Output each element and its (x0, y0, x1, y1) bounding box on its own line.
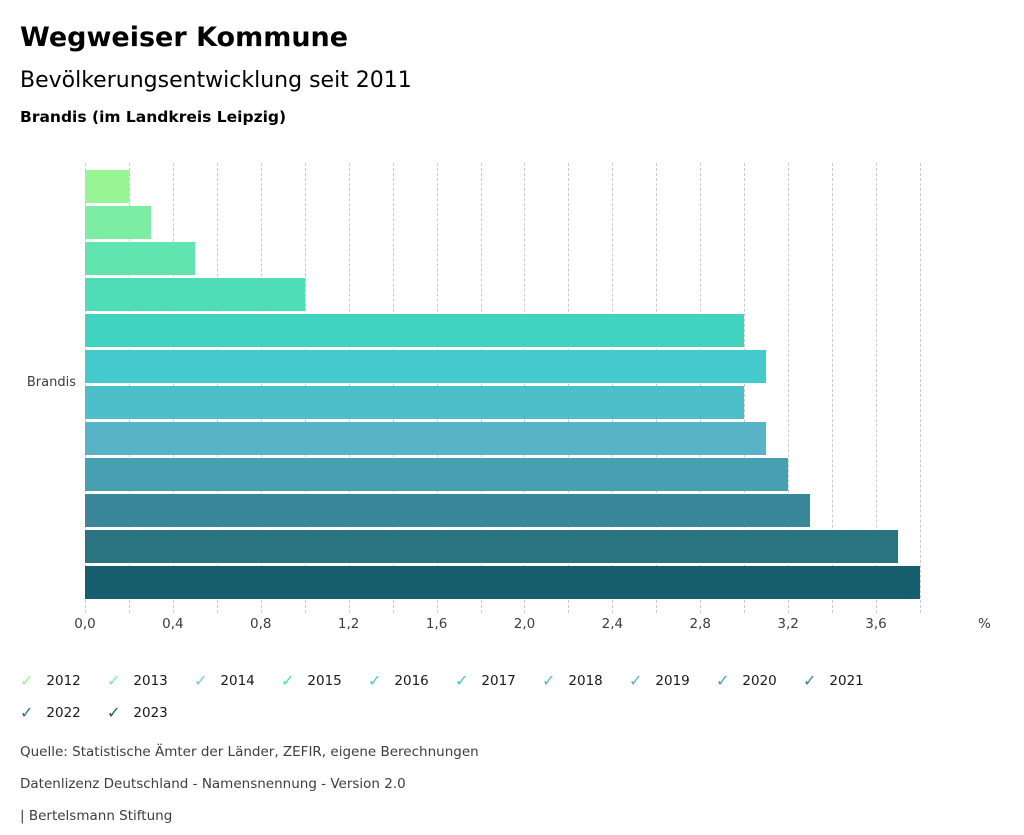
x-tick-label: 0,8 (250, 615, 272, 632)
legend-item-label: 2017 (481, 672, 516, 689)
legend-item-label: 2015 (307, 672, 342, 689)
bar-2017[interactable] (85, 349, 767, 383)
plot-area (85, 162, 921, 613)
x-tick-label: 2,8 (689, 615, 711, 632)
check-icon: ✓ (803, 670, 817, 690)
footer: Quelle: Statistische Ämter der Länder, Z… (20, 745, 1024, 824)
legend-item-label: 2022 (46, 704, 81, 721)
bar-row-2020 (85, 457, 920, 491)
bar-2019[interactable] (85, 421, 767, 455)
license-text: Datenlizenz Deutschland - Namensnennung … (20, 775, 406, 792)
bar-row-2013 (85, 205, 920, 239)
legend-item-2016[interactable]: ✓ 2016 (368, 665, 455, 697)
bar-row-2022 (85, 529, 920, 563)
check-icon: ✓ (542, 670, 556, 690)
check-icon: ✓ (107, 670, 121, 690)
check-icon: ✓ (629, 670, 643, 690)
source-text: Quelle: Statistische Ämter der Länder, Z… (20, 743, 479, 760)
gridline (876, 162, 878, 613)
gridline (744, 162, 746, 613)
legend-item-label: 2018 (568, 672, 603, 689)
bar-2018[interactable] (85, 385, 745, 419)
check-icon: ✓ (20, 670, 34, 690)
check-icon: ✓ (194, 670, 208, 690)
legend-item-label: 2020 (742, 672, 777, 689)
legend: ✓ 2012 ✓ 2013 ✓ 2014 ✓ 2015 ✓ 2016 ✓ 2017 ✓ 2018 ✓ 2019… (0, 665, 920, 729)
legend-item-2021[interactable]: ✓ 2021 (803, 665, 890, 697)
legend-item-2020[interactable]: ✓ 2020 (716, 665, 803, 697)
legend-item-2023[interactable]: ✓ 2023 (107, 697, 194, 729)
x-tick-label: 0,4 (162, 615, 184, 632)
legend-item-2022[interactable]: ✓ 2022 (20, 697, 107, 729)
bar-row-2023 (85, 565, 920, 599)
bar-2020[interactable] (85, 457, 789, 491)
legend-item-label: 2016 (394, 672, 429, 689)
legend-item-label: 2013 (133, 672, 168, 689)
x-tick-label: 2,0 (513, 615, 536, 632)
legend-item-2017[interactable]: ✓ 2017 (455, 665, 542, 697)
legend-item-label: 2019 (655, 672, 690, 689)
bar-row-2012 (85, 169, 920, 203)
legend-item-2012[interactable]: ✓ 2012 (20, 665, 107, 697)
population-bar-chart: Brandis (0, 162, 921, 613)
legend-item-2018[interactable]: ✓ 2018 (542, 665, 629, 697)
check-icon: ✓ (281, 670, 295, 690)
attribution-text: | Bertelsmann Stiftung (20, 807, 173, 824)
legend-item-2019[interactable]: ✓ 2019 (629, 665, 716, 697)
x-tick-label: 3,2 (777, 615, 799, 632)
gridline (832, 162, 834, 613)
gridline (788, 162, 790, 613)
legend-item-2014[interactable]: ✓ 2014 (194, 665, 281, 697)
x-axis: % 0,0 0,4 0,8 1,2 1,6 2,0 2,4 2,8 3,2 3,6 (74, 613, 991, 639)
bar-row-2014 (85, 241, 920, 275)
legend-item-label: 2023 (133, 704, 168, 721)
check-icon: ✓ (20, 702, 34, 722)
bar-group (85, 169, 920, 599)
bar-2015[interactable] (85, 277, 305, 311)
bar-2014[interactable] (85, 241, 195, 275)
bar-2023[interactable] (85, 565, 920, 599)
x-tick-label: 1,2 (337, 615, 360, 632)
check-icon: ✓ (368, 670, 382, 690)
bar-2016[interactable] (85, 313, 745, 347)
bar-row-2019 (85, 421, 920, 455)
bar-row-2017 (85, 349, 920, 383)
bar-row-2016 (85, 313, 920, 347)
legend-item-label: 2014 (220, 672, 255, 689)
gridline (920, 162, 921, 613)
bar-row-2015 (85, 277, 920, 311)
x-tick-label: 2,4 (601, 615, 624, 632)
x-tick-label: 1,6 (425, 615, 448, 632)
legend-item-label: 2021 (829, 672, 864, 689)
x-axis-unit-label: % (978, 615, 991, 632)
check-icon: ✓ (716, 670, 730, 690)
page-title: Wegweiser Kommune (20, 22, 349, 53)
bar-row-2021 (85, 493, 920, 527)
bar-2012[interactable] (85, 169, 129, 203)
bar-2022[interactable] (85, 529, 899, 563)
legend-item-2015[interactable]: ✓ 2015 (281, 665, 368, 697)
legend-item-label: 2012 (46, 672, 81, 689)
check-icon: ✓ (455, 670, 469, 690)
y-axis-category-label: Brandis (26, 375, 76, 391)
bar-row-2018 (85, 385, 920, 419)
bar-2013[interactable] (85, 205, 151, 239)
check-icon: ✓ (107, 702, 121, 722)
legend-item-2013[interactable]: ✓ 2013 (107, 665, 194, 697)
x-tick-label: 3,6 (865, 615, 887, 632)
x-tick-label: 0,0 (74, 615, 96, 632)
chart-title: Bevölkerungsentwicklung seit 2011 (20, 68, 412, 94)
location-title: Brandis (im Landkreis Leipzig) (20, 108, 287, 127)
bar-2021[interactable] (85, 493, 811, 527)
